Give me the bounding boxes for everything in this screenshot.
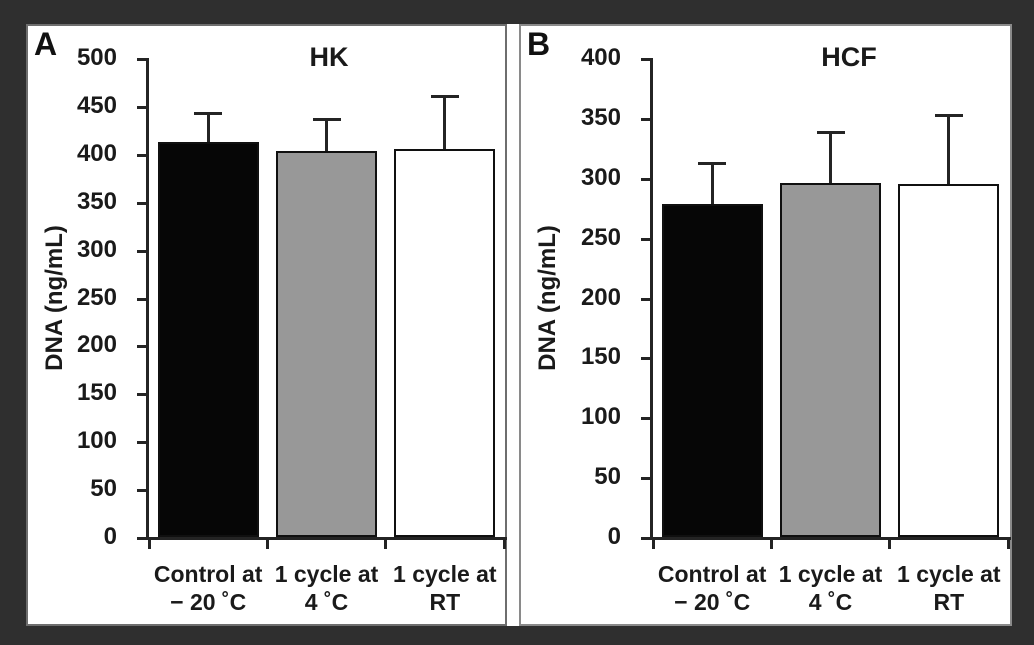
error-bar-cap — [312, 117, 341, 121]
x-axis-tick — [651, 540, 655, 549]
y-axis-tick — [641, 58, 650, 61]
x-axis-line — [137, 537, 507, 540]
y-axis-tick — [137, 297, 146, 301]
y-tick-label: 350 — [580, 103, 621, 131]
y-tick-label: 150 — [580, 343, 621, 371]
error-bar-line — [947, 115, 951, 184]
y-axis-tick — [137, 201, 146, 205]
panel-b-corner-label: B — [527, 26, 551, 62]
y-tick-label: 450 — [76, 91, 117, 119]
y-tick-label: 100 — [580, 403, 621, 431]
panel-b-chart-title: HCF — [821, 42, 877, 72]
y-tick-label: 50 — [594, 463, 621, 491]
x-category-label: 1 cycle at 4 ˚C — [771, 560, 889, 616]
panel-a-chart-title: HK — [309, 42, 349, 72]
x-category-label-line: 1 cycle at — [897, 561, 1001, 587]
x-category-label: Control at − 20 ˚C — [149, 560, 267, 616]
bar-series-3 — [394, 149, 496, 537]
x-category-label-line: 4 ˚C — [808, 589, 853, 615]
error-bar-line — [325, 119, 328, 151]
x-axis-tick — [502, 540, 506, 549]
y-tick-label: 500 — [76, 44, 117, 71]
x-axis-tick — [147, 540, 151, 549]
x-axis-tick — [384, 540, 388, 549]
x-category-label-line: Control at — [153, 561, 263, 587]
x-axis-tick — [1006, 540, 1010, 549]
y-tick-label: 300 — [76, 235, 117, 263]
error-bar-line — [443, 96, 447, 149]
y-axis-tick — [137, 393, 146, 397]
x-category-label-line: 1 cycle at — [274, 561, 379, 587]
y-tick-label: 0 — [103, 523, 117, 550]
y-axis-tick — [137, 58, 146, 61]
x-category-label-line: Control at — [657, 561, 767, 587]
y-axis-tick — [641, 477, 650, 481]
error-bar-cap — [698, 161, 727, 165]
panel-a: A HK DNA (ng/mL) 0 50 100 150 200 250 300 350 40… — [26, 24, 507, 626]
y-tick-label: 200 — [76, 331, 117, 359]
y-axis-tick — [641, 417, 650, 421]
y-axis-tick — [137, 249, 146, 253]
y-axis-tick — [641, 177, 650, 181]
y-axis-tick — [137, 441, 146, 445]
y-axis-tick — [137, 153, 146, 157]
bar-series-3 — [898, 183, 1000, 537]
bar-series-1 — [661, 204, 763, 537]
error-bar-line — [710, 163, 714, 205]
x-axis-tick — [265, 540, 269, 549]
y-tick-label: 0 — [607, 523, 621, 550]
y-axis-tick — [137, 489, 146, 493]
y-tick-label: 400 — [76, 139, 117, 167]
x-axis-line — [641, 537, 1011, 540]
panel-b: B HCF DNA (ng/mL) 0 50 100 150 200 250 300 350 4… — [519, 24, 1012, 626]
y-tick-label: 200 — [580, 283, 621, 311]
error-bar-cap — [816, 130, 845, 134]
y-axis-tick — [641, 297, 650, 301]
y-axis-tick — [641, 357, 650, 361]
panel-b-plot-area: 0 50 100 150 200 250 300 350 400 Control at − 20 ˚… — [521, 26, 1011, 624]
x-axis-tick — [769, 540, 773, 549]
x-category-label-line: 1 cycle at — [393, 561, 497, 587]
x-category-label-line: 4 ˚C — [304, 589, 349, 615]
y-tick-label: 50 — [90, 475, 117, 503]
x-category-label: 1 cycle at 4 ˚C — [267, 560, 385, 616]
y-tick-label: 250 — [580, 223, 621, 251]
x-category-label: 1 cycle at RT — [386, 560, 504, 616]
y-tick-label: 400 — [580, 44, 621, 71]
y-tick-label: 150 — [76, 379, 117, 407]
panel-a-corner-label: A — [34, 26, 58, 62]
error-bar-line — [206, 113, 210, 143]
x-category-label-line: RT — [429, 589, 461, 615]
x-category-label-line: − 20 ˚C — [170, 589, 247, 615]
y-axis-tick — [641, 117, 650, 121]
error-bar-cap — [194, 112, 223, 116]
y-tick-label: 300 — [580, 163, 621, 191]
x-category-label: Control at − 20 ˚C — [653, 560, 771, 616]
y-axis-line — [146, 58, 149, 540]
y-tick-label: 100 — [76, 427, 117, 455]
panel-a-plot-area: 0 50 100 150 200 250 300 350 400 450 500 Control at… — [28, 26, 507, 624]
y-axis-line — [650, 58, 653, 540]
y-axis-tick — [641, 537, 650, 540]
bar-series-2 — [780, 182, 881, 537]
error-bar-cap — [430, 94, 459, 98]
y-tick-label: 350 — [76, 187, 117, 215]
bar-series-1 — [157, 142, 259, 537]
x-category-label-line: RT — [933, 589, 965, 615]
y-axis-tick — [137, 345, 146, 349]
y-axis-tick — [137, 105, 146, 109]
x-category-label: 1 cycle at RT — [890, 560, 1008, 616]
error-bar-line — [829, 132, 832, 183]
y-tick-label: 250 — [76, 283, 117, 311]
y-axis-tick — [641, 237, 650, 241]
error-bar-cap — [934, 113, 963, 117]
x-axis-tick — [888, 540, 892, 549]
x-category-label-line: − 20 ˚C — [674, 589, 751, 615]
y-axis-tick — [137, 537, 146, 540]
bar-series-2 — [276, 150, 377, 537]
x-category-label-line: 1 cycle at — [778, 561, 883, 587]
